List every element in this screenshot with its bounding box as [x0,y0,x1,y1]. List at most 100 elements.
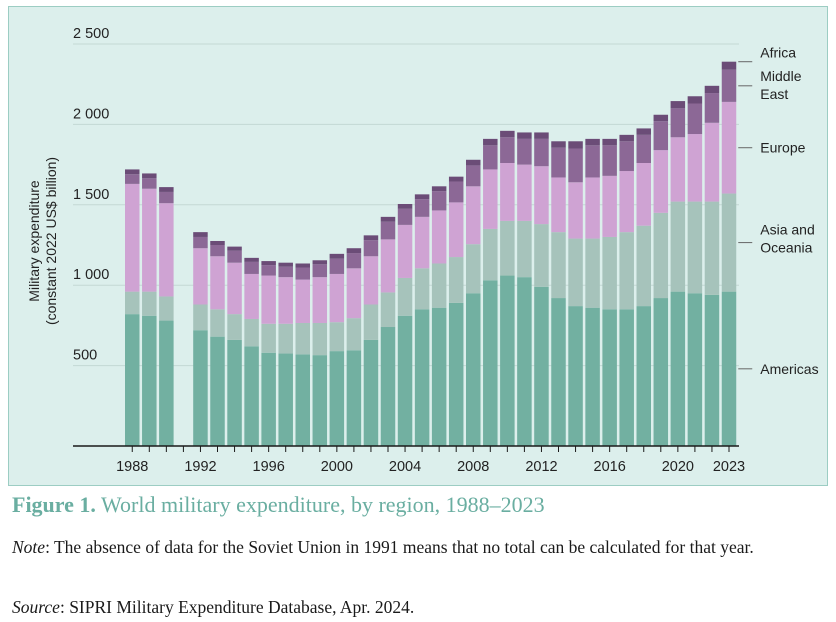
bar-segment [670,291,686,446]
stacked-bar-chart: 500 1 000 1 500 2 000 2 500 1988 1992 1996 2000 2… [26,26,819,475]
bar-segment [534,224,549,287]
bar-segment [142,173,157,179]
bar-segment [278,262,293,267]
bar-segment [466,165,481,187]
bar-segment [517,220,532,278]
bar-segment [363,240,379,257]
legend-label: Middle East [760,68,801,102]
bar-segment [346,318,362,351]
bar-segment [636,225,651,307]
bar-segment [431,307,447,446]
bar-segment [380,216,396,222]
bar-segment [380,327,396,446]
bar-segment [346,350,362,446]
bar-segment [568,238,583,307]
bar-segment [636,162,651,226]
bar-segment [517,277,532,446]
bar-segment [517,164,532,221]
bar-segment [380,292,396,328]
bar-segment [619,171,634,233]
bar-segment [483,138,498,146]
chart-panel: 500 1 000 1 500 2 000 2 500 1988 1992 1996 2000 2… [8,6,828,486]
y-axis-label: Military expenditure(constant 2022 US$ b… [26,157,59,325]
bar-segment [704,93,720,123]
bar-segment [568,141,583,149]
bar-segment [687,201,703,294]
bar-segment [193,248,208,305]
bar-segment [721,69,737,102]
bar-segment [431,263,447,308]
bar-segment [670,101,686,109]
figure-label: Figure 1. [12,492,96,517]
bar-segment [414,199,430,217]
bar-segment [704,122,720,202]
bar-segment [414,194,430,200]
bar-segment [585,145,600,178]
bar-segment [517,132,532,139]
bar-segment [704,294,720,446]
bar-segment [534,286,549,446]
bar-segment [551,177,566,233]
bar-segment [363,339,379,446]
bar-segment [431,191,447,211]
bar-segment [210,309,225,337]
bar-segment [380,239,396,293]
bar-segment [448,181,464,203]
bar-segment [483,280,498,446]
bar-segment [602,236,617,310]
bar-segment [363,235,379,241]
bar-segment [295,279,310,323]
bar-segment [483,169,498,229]
bar-segment [261,352,276,446]
bar-segment [721,61,737,70]
bar-segment [329,322,345,352]
bar-segment [278,323,293,354]
bar-segment [312,260,328,265]
bar-segment [704,201,720,295]
bar-segment [500,220,515,276]
bar-segment [431,210,447,264]
bar-segment [227,314,242,340]
note-label: Note [12,537,46,557]
bar-segment [602,145,617,176]
bar-segment [244,261,259,274]
bar-segment [159,320,174,446]
source-label: Source [12,597,60,617]
bar-segment [210,256,225,310]
bar-segment [636,306,651,446]
bar-segment [483,145,498,170]
bar-segment [704,85,720,94]
source-text: : SIPRI Military Expenditure Database, A… [59,597,415,617]
bar-segment [568,148,583,183]
bar-segment [619,134,634,142]
x-tick-label: 1992 [184,459,216,475]
bar-segment [687,134,703,202]
bar-segment [397,224,413,278]
bar-segment [142,291,157,316]
y-tick-label: 2 000 [73,106,109,122]
bar-segment [397,315,413,446]
bar-segment [363,304,379,340]
bar-segment [483,228,498,281]
bar-segment [534,138,549,167]
bar-segment [227,246,242,251]
bar-segment [585,177,600,239]
bar-segment [500,137,515,163]
bar-segment [602,309,617,446]
bar-segment [517,138,532,165]
bar-segment [653,212,669,299]
bar-segment [125,183,140,292]
bar-segment [159,187,174,192]
bar-segment [142,315,157,446]
bar-segment [653,121,669,151]
bar-segment [193,232,208,237]
bar-segment [466,293,481,446]
bar-segment [670,201,686,292]
bar-segment [551,298,566,446]
bar-segment [278,266,293,278]
bar-segment [687,103,703,135]
bar-segment [346,253,362,269]
bar-segment [670,108,686,138]
bar-segment [159,296,174,321]
x-tick-label: 2008 [457,459,489,475]
